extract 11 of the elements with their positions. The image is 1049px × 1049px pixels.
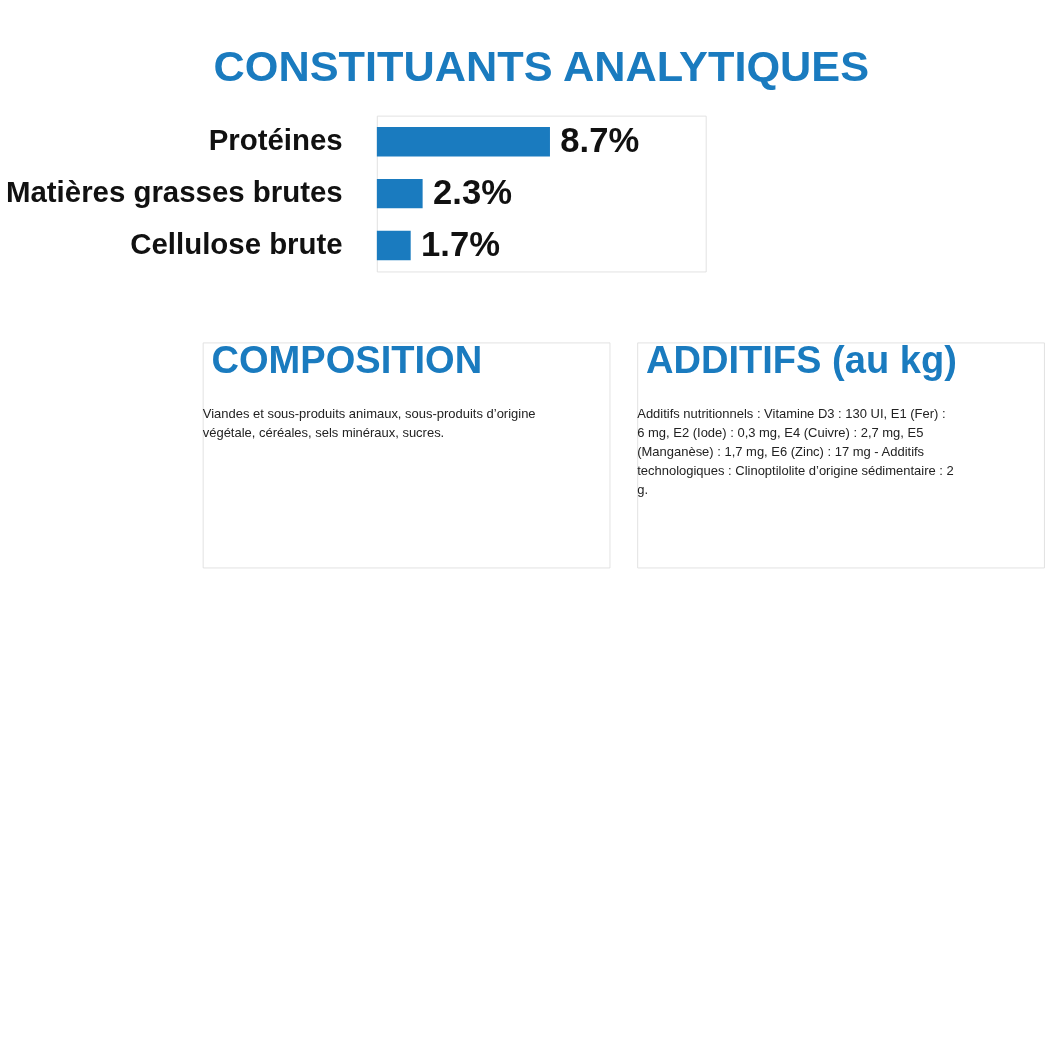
y-tick-label: Matières grasses brutes xyxy=(5,175,343,209)
data-label: 8.7% xyxy=(560,121,640,160)
text: COMPOSITION xyxy=(211,338,483,381)
y-tick-label: Protéines xyxy=(208,123,343,157)
y-tick-label: Cellulose brute xyxy=(130,227,343,261)
chart-title: CONSTITUANTS ANALYTIQUES xyxy=(213,42,870,91)
text: ADDITIFS (au kg) xyxy=(645,338,957,381)
text: Additifs nutritionnels : Vitamine D3 : 130 UI, E1 (Fer) : 6 mg, E2 (Iode) : 0,3 mg, E4 (Cuivre) : 2,7 mg, E5 (Manganèse) : 1,7 mg, E6 (Zinc) : 17 mg - Additifs technologiques : Clinoptilolite d’origine sédimentaire : 2 g. xyxy=(637,405,954,497)
data-label: 2.3% xyxy=(433,173,512,211)
data-label: 1.7% xyxy=(421,224,500,263)
text: Viandes et sous-produits animaux, sous-produits d’origine végétale, céréales, sels minéraux, sucres. xyxy=(202,405,536,440)
